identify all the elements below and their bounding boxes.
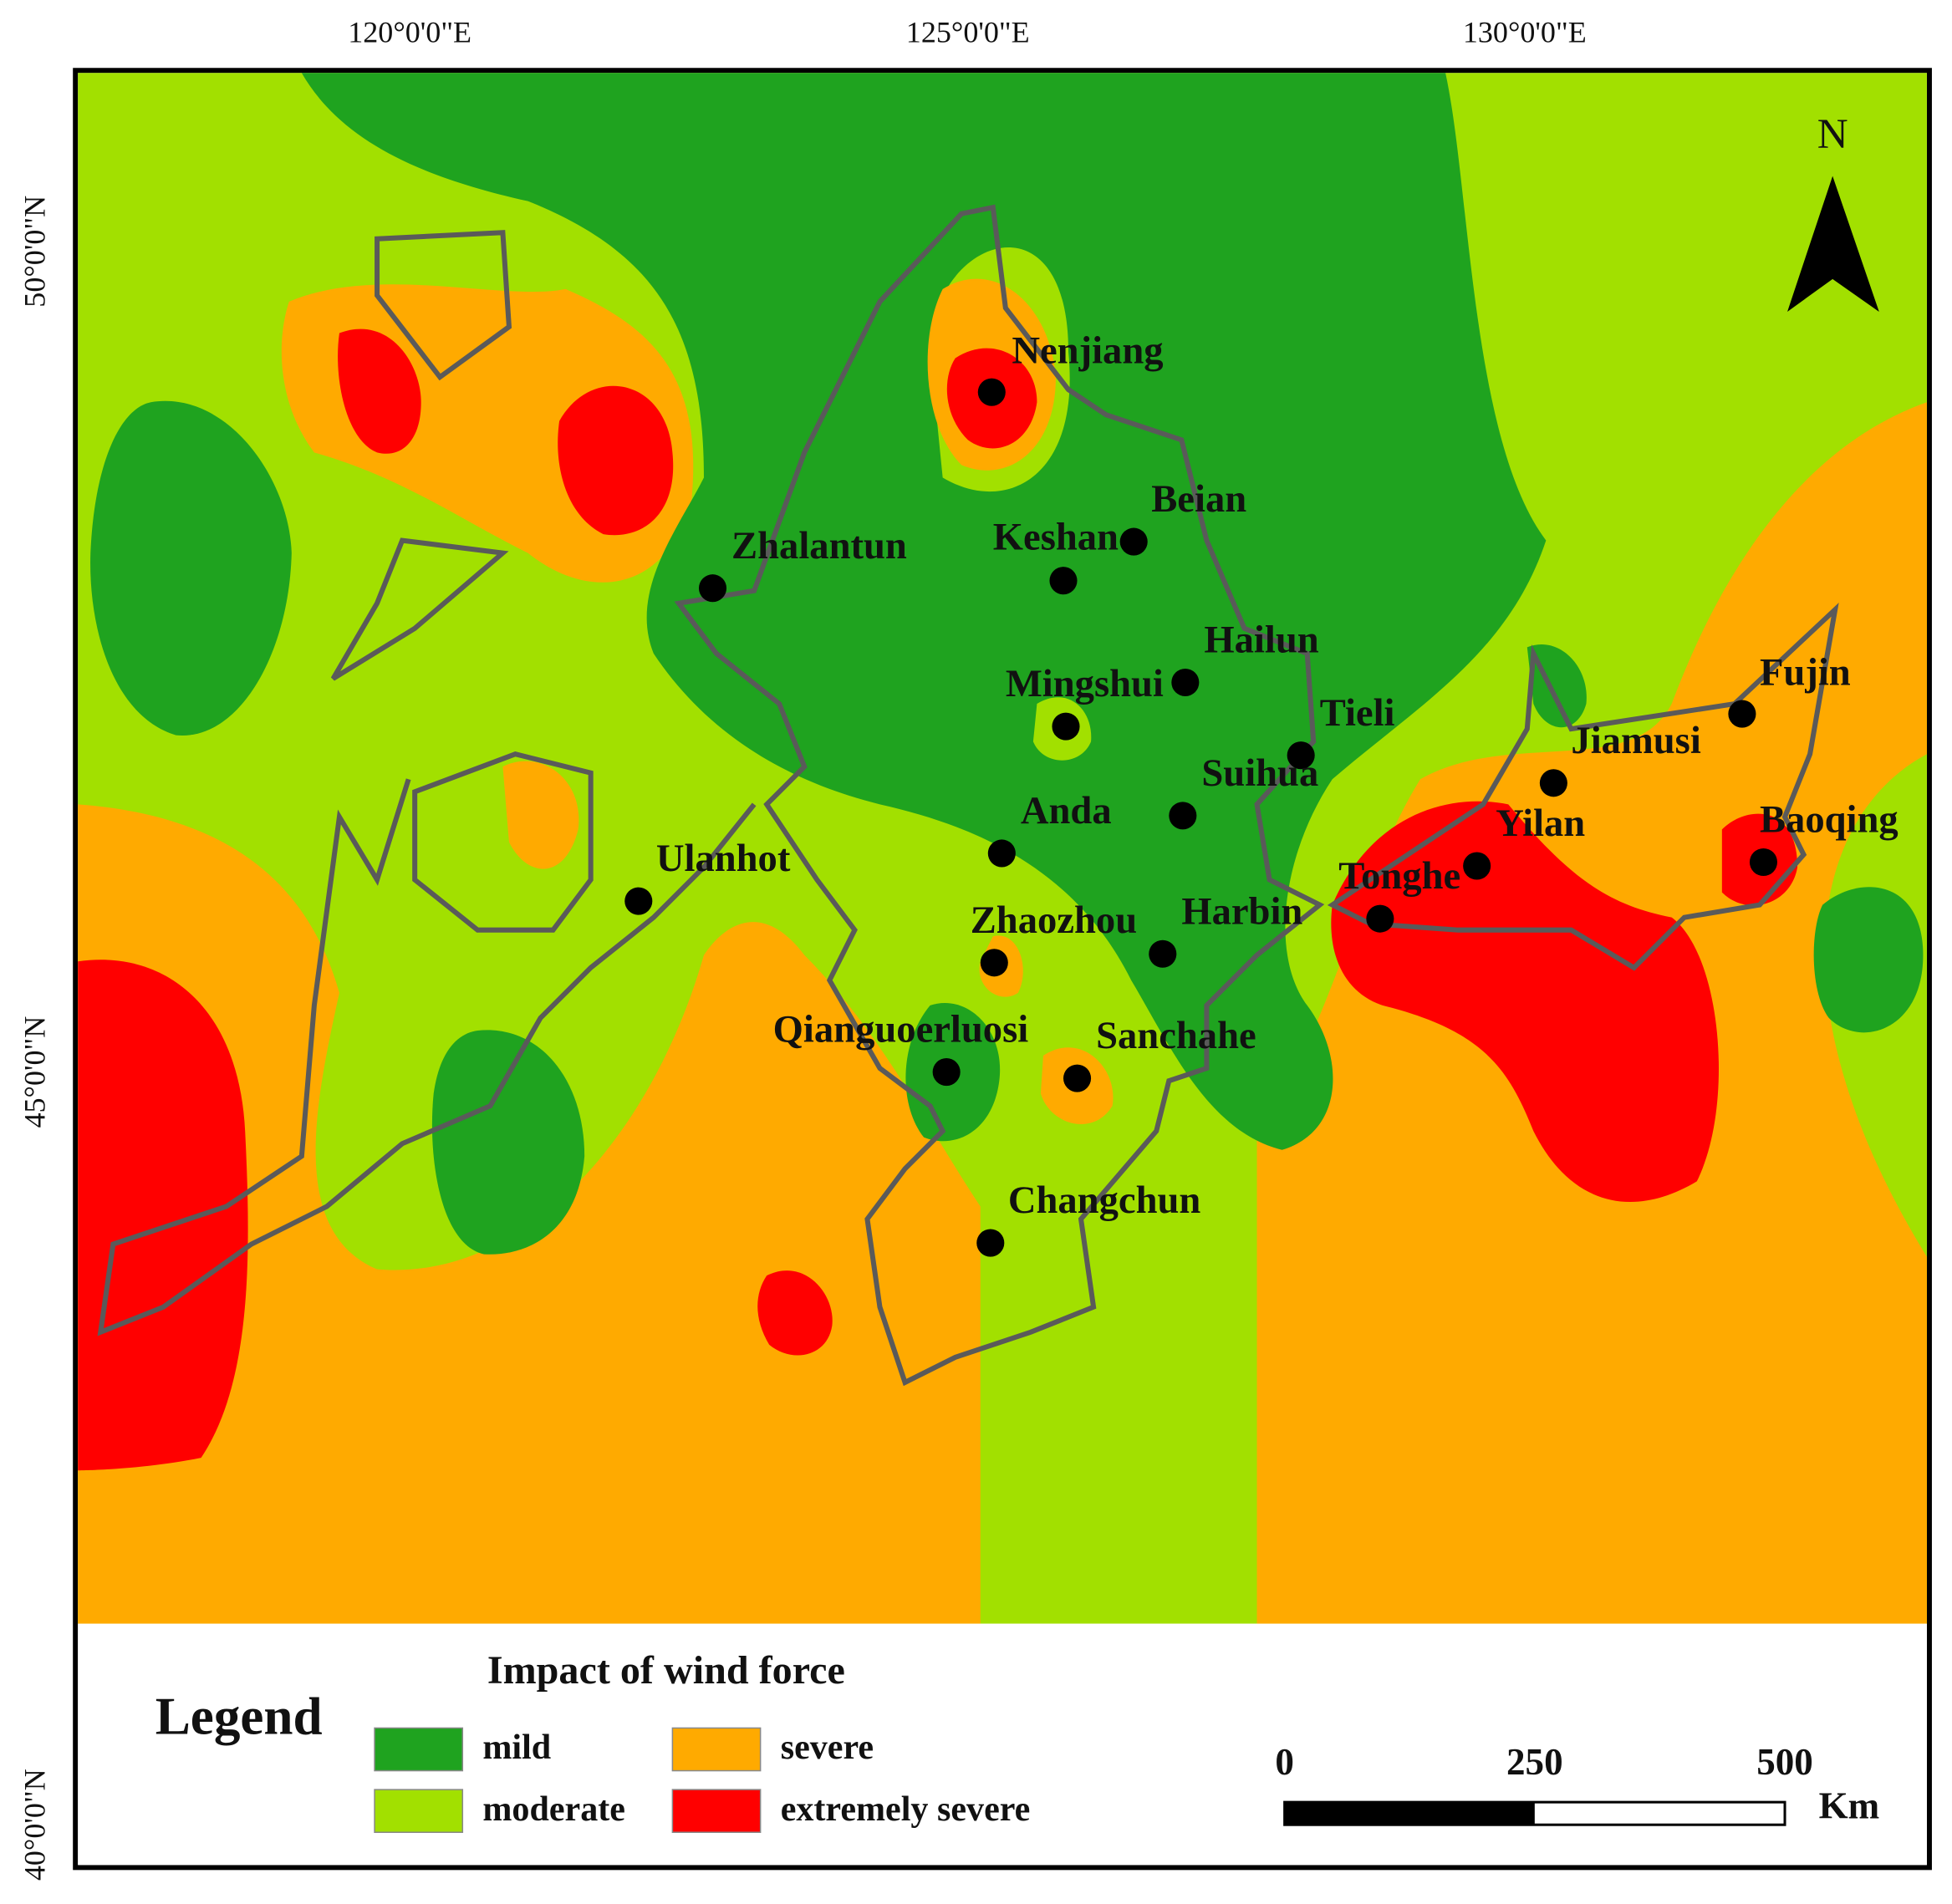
place-dot <box>1169 802 1197 830</box>
scale-unit: Km <box>1819 1785 1880 1827</box>
latitude-label: 50°0'0"N <box>18 196 51 308</box>
boundary <box>412 751 594 933</box>
legend-area <box>78 1623 1927 1866</box>
legend-swatch <box>671 1727 762 1772</box>
place-dot <box>1171 668 1200 697</box>
place-dot <box>1063 1064 1092 1092</box>
legend-swatch <box>671 1789 762 1833</box>
place-label: Changchun <box>1008 1179 1201 1222</box>
place-label: Suihua <box>1201 751 1318 795</box>
zone <box>502 761 579 869</box>
legend-label: mild <box>482 1728 551 1767</box>
scale-tick-label: 500 <box>1756 1741 1813 1783</box>
scale-tick-label: 0 <box>1275 1741 1294 1783</box>
place-dot <box>976 1229 1005 1257</box>
place-label: Beian <box>1151 477 1246 521</box>
longitude-label: 120°0'0"E <box>348 15 471 48</box>
place-label: Qianguoerluosi <box>773 1008 1029 1051</box>
zone <box>78 804 981 1624</box>
place-label: Tieli <box>1320 691 1395 735</box>
zones <box>78 73 1927 1624</box>
boundary <box>375 230 512 381</box>
place-dot <box>624 887 653 915</box>
place-dot <box>1049 567 1078 595</box>
legend-swatch <box>374 1789 464 1833</box>
place-label: Ulanhot <box>656 837 791 880</box>
zone <box>431 1030 585 1255</box>
place-dot <box>1149 939 1177 968</box>
zone <box>1331 801 1720 1203</box>
north-arrow <box>1787 176 1879 312</box>
legend-swatch <box>374 1727 464 1772</box>
zone <box>558 385 674 536</box>
boundary <box>330 537 509 681</box>
latitude-label: 40°0'0"N <box>18 1769 51 1881</box>
place-dot <box>1728 700 1756 728</box>
place-dot <box>932 1058 961 1087</box>
zone <box>757 1270 833 1356</box>
labels: 120°0'0"E 125°0'0"E 130°0'0"E 50°0'0"N 45°0'… <box>18 15 1898 1881</box>
place-label: Fujin <box>1760 651 1851 695</box>
latitude-label: 45°0'0"N <box>18 1016 51 1128</box>
zone <box>78 960 248 1471</box>
boundary <box>674 204 1325 1387</box>
legend-label: severe <box>781 1728 874 1767</box>
place-dot <box>980 949 1008 977</box>
legend-title: Legend <box>155 1687 323 1745</box>
place-dot <box>1052 712 1080 741</box>
place-dot <box>1366 904 1394 933</box>
place-label: Hailun <box>1204 619 1318 662</box>
place-dot <box>1749 848 1778 877</box>
place-dot <box>1287 741 1315 770</box>
legend-label: moderate <box>482 1789 625 1829</box>
place-label: Zhalantun <box>731 524 907 568</box>
place-dot <box>987 839 1016 868</box>
place-label: Jiamusi <box>1571 719 1700 762</box>
place-label: Tonghe <box>1338 854 1460 898</box>
boundary <box>1327 602 1839 971</box>
place-dot <box>1539 769 1567 797</box>
place-label: Nenjiang <box>1012 329 1163 373</box>
legend: mild moderate severe extremely severe <box>374 1727 1031 1833</box>
scale-bar-segment <box>1284 1802 1535 1825</box>
longitude-label: 125°0'0"E <box>906 15 1030 48</box>
boundary <box>97 778 757 1336</box>
place-label: Zhaozhou <box>971 899 1137 942</box>
place-label: Harbin <box>1181 889 1302 933</box>
boundaries <box>97 204 1839 1387</box>
legend-label: extremely severe <box>781 1789 1031 1829</box>
place-dot <box>1463 852 1491 880</box>
place-label: Baoqing <box>1760 798 1898 842</box>
place-dot <box>698 574 727 603</box>
zone <box>1813 887 1924 1033</box>
legend-subtitle: Impact of wind force <box>487 1648 845 1693</box>
scale-tick-label: 250 <box>1506 1741 1563 1783</box>
place-label: Mingshui <box>1006 662 1164 705</box>
place-dot <box>1119 527 1148 556</box>
zone <box>90 400 292 736</box>
north-label: N <box>1817 110 1848 158</box>
zone <box>301 73 1547 1150</box>
zone <box>338 328 421 454</box>
place-label: Keshan <box>993 515 1119 558</box>
place-dot <box>977 378 1006 406</box>
longitude-label: 130°0'0"E <box>1463 15 1587 48</box>
place-label: Yilan <box>1496 802 1585 845</box>
place-label: Sanchahe <box>1096 1014 1256 1057</box>
place-label: Anda <box>1021 789 1112 832</box>
